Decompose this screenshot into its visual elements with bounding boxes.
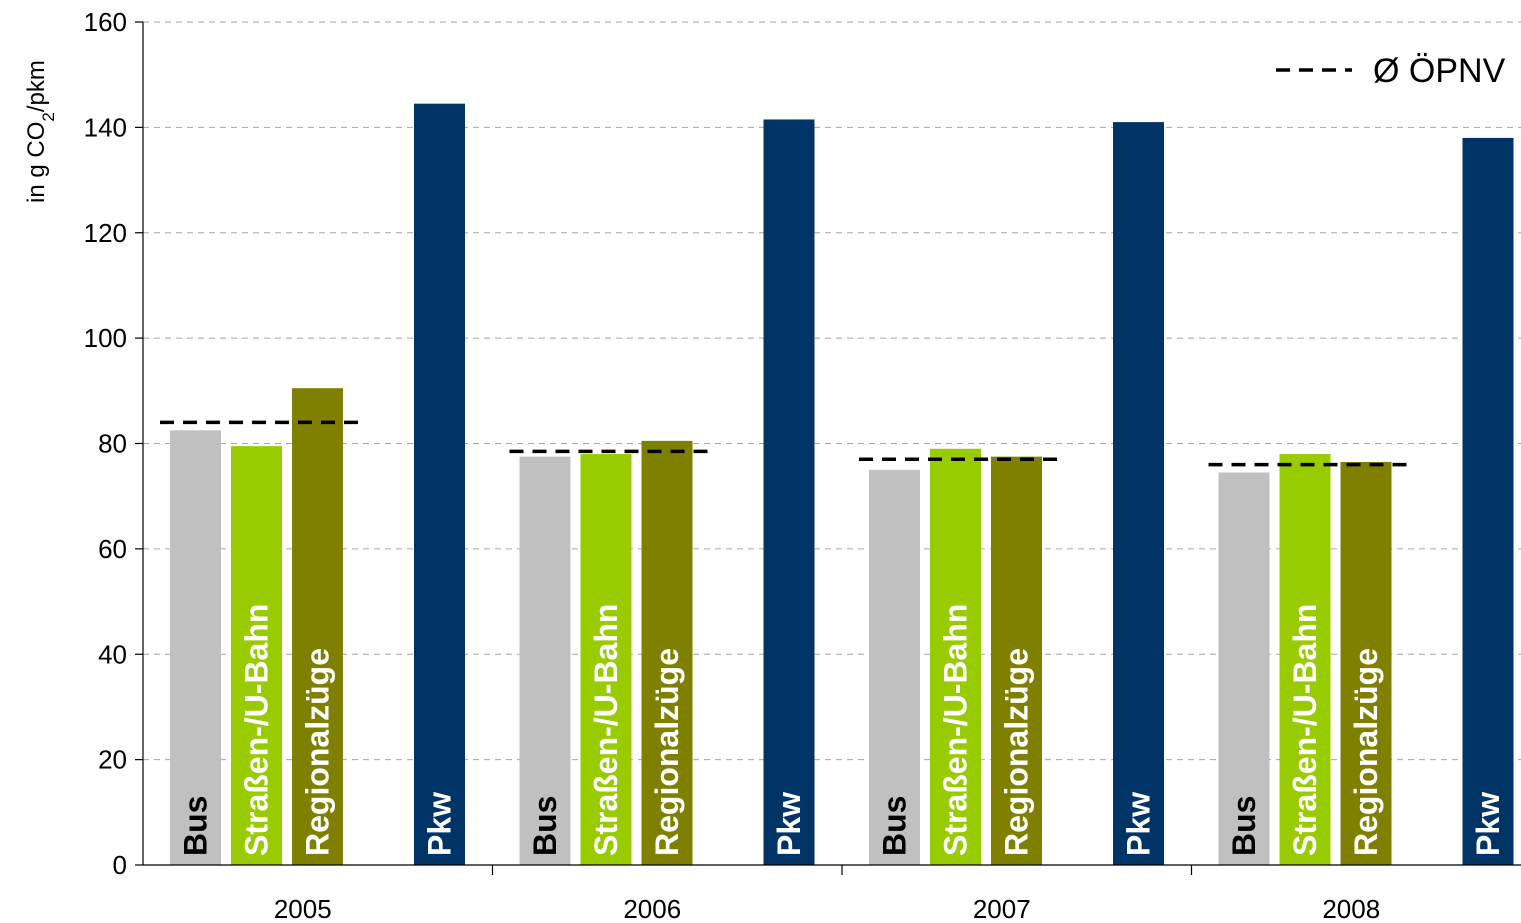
bar-series-label: Straßen-/U-Bahn: [239, 604, 275, 856]
bar-regionalz-ge-2008: [1340, 461, 1392, 865]
y-tick-label: 120: [84, 218, 127, 248]
bar-stra-en-u-bahn-2005: [231, 446, 282, 865]
bar-series-label: Bus: [178, 796, 214, 856]
y-tick-label: 20: [98, 745, 127, 775]
bar-pkw-2005: [414, 103, 465, 865]
bar-series-label: Bus: [527, 796, 563, 856]
bars: [170, 103, 1514, 866]
bar-series-label: Pkw: [422, 792, 458, 856]
bar-series-label: Regionalzüge: [999, 648, 1035, 856]
bar-series-label: Regionalzüge: [300, 648, 336, 856]
y-tick-label: 80: [98, 429, 127, 459]
bar-labels: Bus Straßen-/U-Bahn Regionalzüge Pkw Bus Stra…: [178, 604, 1507, 856]
y-tick-label: 60: [98, 534, 127, 564]
bar-series-label: Regionalzüge: [649, 648, 685, 856]
bar-bus-2007: [869, 469, 920, 865]
bar-series-label: Pkw: [1470, 792, 1506, 856]
bar-regionalz-ge-2006: [641, 440, 693, 865]
y-tick-label: 40: [98, 639, 127, 669]
x-category-label: 2008: [1322, 894, 1380, 923]
bar-stra-en-u-bahn-2007: [930, 448, 981, 865]
x-category-label: 2006: [623, 894, 681, 923]
axes: 0 20 40 60 80 100 120 140 160 2005 2006 2007 2008: [84, 7, 1521, 923]
y-tick-label: 160: [84, 7, 127, 37]
y-axis-label-subscript: 2: [39, 112, 58, 121]
y-axis-label-suffix: /pkm: [23, 60, 50, 112]
bar-bus-2008: [1218, 472, 1270, 865]
bar-regionalz-ge-2007: [991, 456, 1042, 865]
bar-bus-2005: [170, 430, 221, 865]
bar-pkw-2008: [1462, 137, 1514, 866]
legend: Ø ÖPNV: [1276, 52, 1506, 90]
bar-series-label: Pkw: [771, 792, 807, 856]
bar-stra-en-u-bahn-2006: [580, 454, 632, 865]
bar-series-label: Straßen-/U-Bahn: [1287, 604, 1323, 856]
bar-regionalz-ge-2005: [292, 388, 343, 865]
average-lines: [160, 420, 1407, 467]
y-tick-label: 140: [84, 112, 127, 142]
bar-series-label: Pkw: [1121, 792, 1157, 856]
x-category-label: 2005: [274, 894, 332, 923]
legend-label: Ø ÖPNV: [1373, 52, 1506, 90]
bar-pkw-2006: [763, 119, 815, 866]
y-tick-label: 100: [84, 323, 127, 353]
bar-series-label: Regionalzüge: [1348, 648, 1384, 856]
bar-series-label: Straßen-/U-Bahn: [938, 604, 974, 856]
bar-pkw-2007: [1113, 122, 1164, 865]
bar-series-label: Bus: [877, 796, 913, 856]
y-axis-label: in g CO2/pkm: [23, 60, 58, 203]
bar-series-label: Straßen-/U-Bahn: [588, 604, 624, 856]
y-axis-label-prefix: in g CO: [23, 122, 50, 203]
bar-stra-en-u-bahn-2008: [1279, 454, 1331, 865]
bar-series-label: Bus: [1226, 796, 1262, 856]
bar-bus-2006: [519, 456, 571, 865]
x-category-label: 2007: [973, 894, 1031, 923]
y-tick-label: 0: [113, 850, 127, 880]
